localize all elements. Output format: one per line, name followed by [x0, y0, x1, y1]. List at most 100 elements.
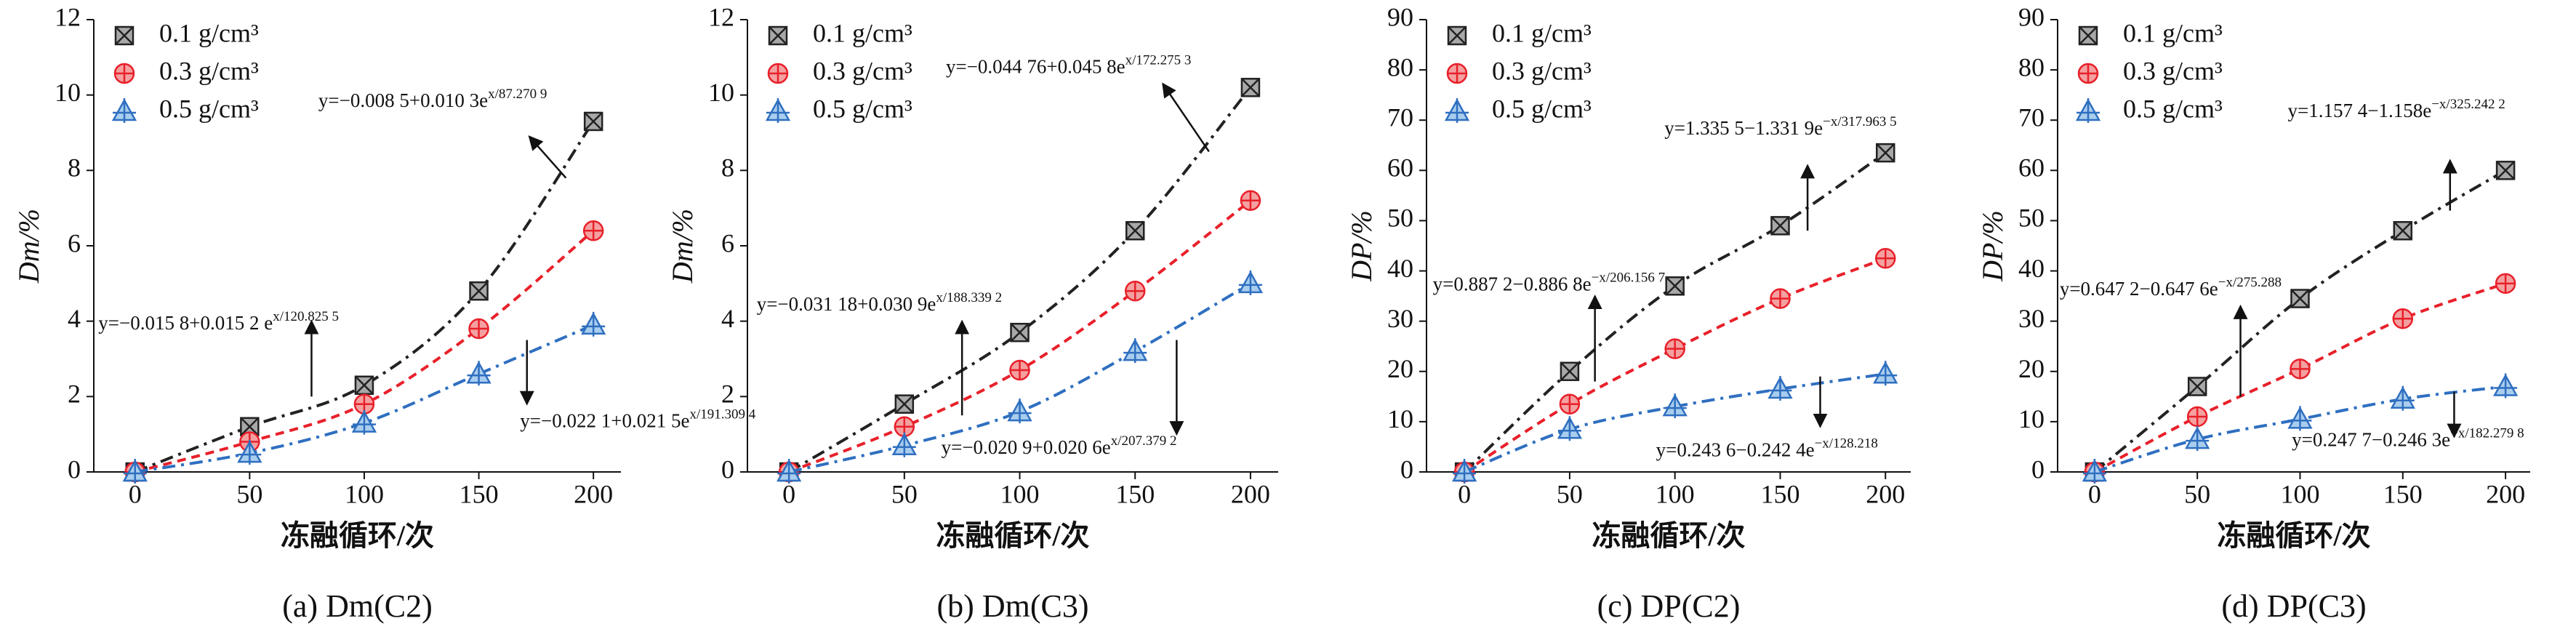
x-tick-label: 200	[1231, 479, 1270, 508]
y-tick-label: 4	[721, 304, 734, 333]
y-tick-label: 70	[2018, 103, 2045, 132]
marker-plus	[892, 432, 916, 457]
fit-curve	[788, 87, 1252, 473]
arrow	[528, 135, 567, 179]
marker-plus	[1008, 398, 1032, 424]
data-point	[466, 361, 491, 386]
fit-curve	[1463, 151, 1887, 473]
equation: y=0.647 2−0.647 6e−x/275.288	[2060, 275, 2282, 300]
x-tick-label: 50	[891, 479, 918, 508]
data-point	[894, 416, 915, 438]
y-tick-label: 70	[1387, 103, 1413, 132]
legend-marker	[1444, 98, 1470, 123]
marker-cross	[469, 281, 489, 301]
data-point	[2287, 406, 2313, 431]
equation: y=0.887 2−0.886 8e−x/206.156 7	[1433, 270, 1665, 295]
marker-plus	[2188, 407, 2207, 425]
y-axis-label: Dm/%	[12, 209, 45, 284]
data-point	[1770, 216, 1790, 236]
marker-cross	[1241, 78, 1260, 97]
equation-exponent: −x/317.963 5	[1823, 114, 1897, 129]
x-tick-label: 150	[1115, 479, 1155, 508]
marker-cross	[1770, 216, 1790, 236]
equation-body: y=0.887 2−0.886 8e	[1433, 273, 1592, 295]
legend-marker	[114, 25, 135, 46]
marker-plus	[1663, 393, 1687, 419]
data-point	[2495, 273, 2516, 295]
equation-body: y=0.247 7−0.246 3e	[2292, 429, 2450, 451]
y-tick-label: 10	[708, 78, 734, 107]
x-tick-label: 0	[129, 479, 142, 508]
data-point	[1125, 221, 1145, 241]
equation: y=−0.044 76+0.045 8ex/172.275 3	[946, 52, 1191, 77]
data-point	[354, 375, 374, 396]
marker-plus	[1445, 98, 1469, 123]
x-tick-label: 100	[1656, 479, 1695, 508]
data-point	[468, 318, 489, 340]
data-point	[1123, 338, 1148, 364]
fit-curve	[1464, 257, 1886, 473]
marker-plus	[2082, 459, 2106, 484]
data-point	[1873, 361, 1898, 386]
equation-body: y=1.157 4−1.158e	[2288, 100, 2432, 121]
data-point	[237, 440, 262, 465]
y-tick-label: 80	[2018, 52, 2045, 81]
marker-cross	[115, 26, 134, 45]
y-tick-label: 80	[1387, 52, 1413, 81]
data-point	[2082, 459, 2107, 484]
data-point	[1559, 393, 1581, 414]
equation: y=−0.031 18+0.030 9ex/188.339 2	[757, 290, 1002, 315]
legend-marker	[2077, 63, 2099, 84]
equation-exponent: −x/128.218	[1815, 436, 1878, 451]
x-tick-label: 200	[1866, 479, 1905, 508]
legend-label: 0.5 g/cm³	[2123, 94, 2223, 123]
marker-plus	[2186, 426, 2210, 452]
data-point	[469, 281, 489, 301]
equation: y=1.335 5−1.331 9e−x/317.963 5	[1664, 114, 1896, 139]
data-point	[2187, 377, 2207, 396]
data-point	[1010, 322, 1030, 342]
y-tick-label: 0	[2031, 454, 2045, 484]
data-point	[2492, 373, 2519, 398]
legend-label: 0.1 g/cm³	[813, 18, 912, 47]
legend-label: 0.1 g/cm³	[159, 18, 259, 47]
data-point	[1768, 375, 1793, 401]
y-tick-label: 2	[68, 380, 81, 409]
x-tick-label: 100	[2280, 479, 2319, 508]
data-point	[1665, 276, 1685, 296]
marker-plus	[777, 459, 801, 484]
arrow	[1162, 82, 1210, 153]
legend-label: 0.1 g/cm³	[2123, 18, 2223, 47]
data-point	[2495, 161, 2516, 180]
data-point	[894, 394, 915, 414]
marker-plus	[582, 311, 606, 337]
y-tick-label: 60	[2018, 153, 2045, 183]
data-point	[1876, 143, 1895, 163]
x-tick-label: 100	[1000, 479, 1040, 508]
legend-marker	[1446, 63, 1468, 84]
legend-label: 0.3 g/cm³	[159, 56, 259, 85]
data-point	[2185, 426, 2210, 452]
equation: y=0.247 7−0.246 3e−x/182.279 8	[2292, 425, 2524, 450]
y-tick-label: 40	[1387, 254, 1413, 283]
marker-cross	[894, 394, 914, 414]
y-tick-label: 60	[1387, 153, 1413, 183]
marker-plus	[2077, 98, 2100, 123]
marker-plus	[1123, 338, 1147, 364]
data-point	[581, 311, 606, 337]
marker-cross	[2496, 161, 2515, 180]
marker-plus	[123, 459, 147, 484]
marker-cross	[584, 112, 603, 131]
marker-plus	[585, 222, 603, 240]
equation-exponent: x/191.309 4	[689, 406, 755, 422]
data-point	[353, 393, 375, 414]
marker-plus	[1768, 375, 1792, 401]
data-point	[583, 111, 603, 132]
y-tick-label: 10	[2018, 404, 2045, 433]
data-point	[1662, 393, 1688, 419]
legend-marker	[765, 98, 791, 123]
marker-plus	[2494, 373, 2518, 398]
y-axis-label: Dm/%	[666, 209, 699, 284]
marker-cross	[769, 26, 787, 45]
x-tick-label: 0	[1458, 479, 1471, 508]
